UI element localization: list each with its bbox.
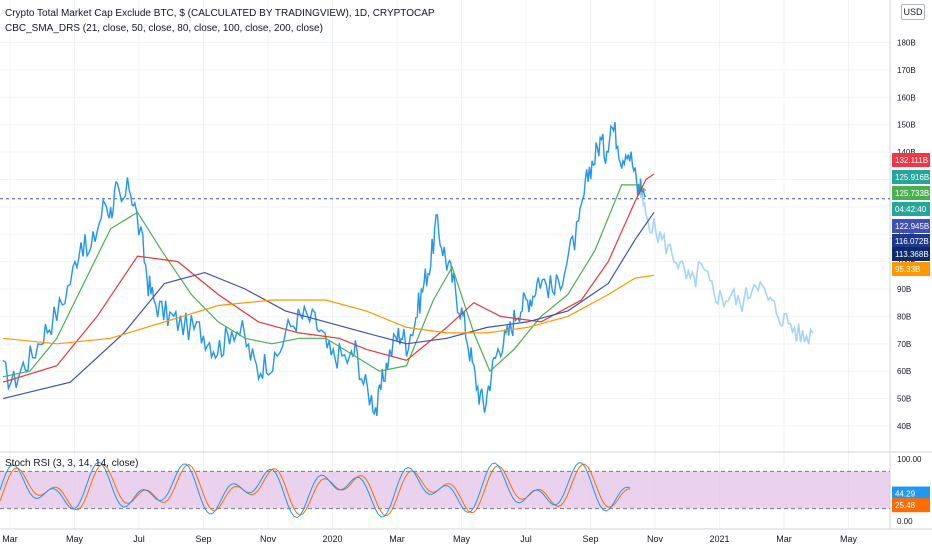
- price-label-bg: [892, 234, 930, 248]
- series-line: [2, 211, 655, 400]
- price-label: 113.368B: [895, 250, 929, 259]
- indicator-legend: CBC_SMA_DRS (21, close, 50, close, 80, c…: [5, 23, 323, 34]
- x-tick-label: Nov: [647, 534, 664, 544]
- y-tick-label: 90B: [897, 285, 911, 294]
- y-tick-label: 60B: [897, 367, 911, 376]
- rsi-d-label: 25.48: [895, 501, 916, 510]
- rsi-k-label-bg: [892, 486, 930, 501]
- x-tick-label: Jul: [520, 534, 532, 544]
- price-label: 132.111B: [895, 156, 928, 165]
- x-tick-label: Sep: [195, 534, 211, 544]
- y-tick-label: 40B: [897, 422, 911, 431]
- price-label: 116.072B: [895, 237, 929, 246]
- price-label-bg: [892, 170, 930, 184]
- x-tick-label: Mar: [776, 534, 792, 544]
- chart-title: Crypto Total Market Cap Exclude BTC, $ (…: [5, 8, 435, 19]
- y-tick-label: 70B: [897, 340, 911, 349]
- price-label-bg: [892, 153, 930, 167]
- series-line: [2, 121, 647, 417]
- y-tick-label: 170B: [897, 66, 916, 75]
- x-tick-label: Nov: [260, 534, 277, 544]
- stoch-rsi-band: [0, 471, 890, 509]
- x-tick-label: Mar: [2, 534, 18, 544]
- x-tick-label: 2021: [709, 534, 729, 544]
- series-line: [2, 184, 647, 378]
- y-tick-label: 140B: [897, 148, 916, 157]
- currency-button[interactable]: USD: [901, 4, 925, 20]
- price-label: 95.33B: [895, 265, 920, 274]
- y-tick-label: 160B: [897, 93, 916, 102]
- price-label-bg: [892, 219, 930, 233]
- stoch-k-line: [0, 461, 631, 519]
- y-tick-label: 180B: [897, 38, 916, 47]
- x-tick-label: May: [453, 534, 471, 544]
- rsi-tick-label: 0.00: [897, 517, 913, 526]
- x-tick-label: 2020: [322, 534, 342, 544]
- price-label-bg: [892, 186, 930, 200]
- y-tick-label: 150B: [897, 121, 916, 130]
- y-tick-label: 50B: [897, 395, 911, 404]
- rsi-k-label: 44.29: [895, 490, 916, 499]
- rsi-d-label-bg: [892, 498, 930, 513]
- x-tick-label: Mar: [389, 534, 405, 544]
- projection-line: [639, 192, 814, 345]
- stoch-rsi-title: Stoch RSI (3, 3, 14, 14, close): [5, 458, 139, 469]
- x-tick-label: May: [66, 534, 84, 544]
- series-line: [2, 274, 655, 345]
- x-tick-label: Jul: [133, 534, 145, 544]
- price-label-bg: [892, 262, 930, 276]
- x-tick-label: May: [840, 534, 858, 544]
- price-label: 04:42:40: [895, 205, 927, 214]
- price-label: 125.916B: [895, 173, 929, 182]
- price-label-bg: [892, 202, 930, 216]
- price-label-bg: [892, 247, 930, 261]
- price-label: 125.733B: [895, 189, 929, 198]
- y-tick-label: 80B: [897, 312, 911, 321]
- x-tick-label: Sep: [582, 534, 598, 544]
- rsi-tick-label: 100.00: [897, 455, 922, 464]
- price-label: 122.945B: [895, 222, 929, 231]
- series-line: [2, 173, 655, 383]
